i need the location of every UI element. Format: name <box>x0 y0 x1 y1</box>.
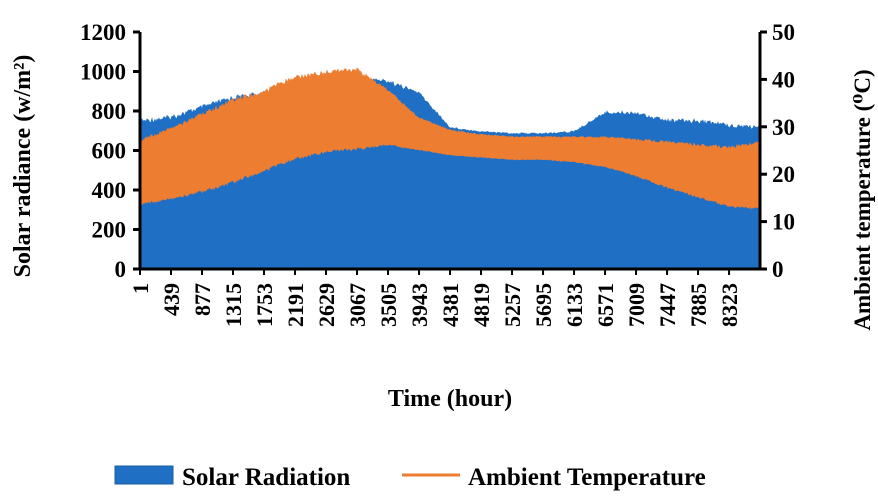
legend: Solar Radiation Ambient Temperature <box>114 464 706 491</box>
y-left-tick-label: 400 <box>92 178 127 203</box>
x-tick-label: 1753 <box>252 283 277 327</box>
y-left-axis-title: Solar radiance (w/m²) <box>10 55 36 278</box>
y-left-tick-label: 1000 <box>80 60 126 85</box>
x-tick-label: 3943 <box>407 283 432 327</box>
x-tick-label: 1 <box>128 283 153 294</box>
x-tick-label: 7447 <box>655 283 680 327</box>
x-tick-label: 877 <box>190 283 215 316</box>
x-tick-label: 7885 <box>686 283 711 327</box>
y-right-tick-label: 50 <box>772 20 795 45</box>
y-right-tick-label: 10 <box>772 210 795 235</box>
y-left-tick-label: 600 <box>92 139 127 164</box>
y-right-tick-label: 40 <box>772 67 795 92</box>
y-right-tick-label: 20 <box>772 162 795 187</box>
x-tick-label: 3505 <box>376 283 401 327</box>
x-tick-label: 6133 <box>562 283 587 327</box>
x-tick-label: 7009 <box>624 283 649 327</box>
y-left-tick-label: 800 <box>92 99 127 124</box>
legend-temp-label: Ambient Temperature <box>468 464 706 491</box>
x-tick-label: 4381 <box>438 283 463 327</box>
y-right-tick-label: 0 <box>772 257 784 282</box>
x-tick-label: 1315 <box>221 283 246 327</box>
x-tick-label: 2629 <box>314 283 339 327</box>
x-tick-label: 439 <box>159 283 184 316</box>
x-tick-label: 8323 <box>717 283 742 327</box>
x-tick-label: 5695 <box>531 283 556 327</box>
y-left-tick-label: 1200 <box>80 20 126 45</box>
legend-solar-swatch <box>114 465 174 485</box>
y-right-axis-title: Ambient temperature (⁰C) <box>850 69 875 330</box>
legend-solar-label: Solar Radiation <box>182 464 350 491</box>
plot-areas <box>139 67 761 270</box>
x-tick-label: 5257 <box>500 283 525 327</box>
x-tick-label: 4819 <box>469 283 494 327</box>
x-axis-title: Time (hour) <box>388 386 512 412</box>
y-right-tick-label: 30 <box>772 115 795 140</box>
x-tick-label: 2191 <box>283 283 308 327</box>
x-tick-label: 6571 <box>593 283 618 327</box>
x-ticks: 1 439 877 1315 1753 2191 2629 3067 3505 3943 4381 4… <box>128 269 742 327</box>
y-left-tick-label: 200 <box>92 218 127 243</box>
right-ticks: 0 10 20 30 40 50 <box>760 20 795 282</box>
left-ticks: 0 200 400 600 800 1000 1200 <box>80 20 140 282</box>
y-left-tick-label: 0 <box>115 257 127 282</box>
x-tick-label: 3067 <box>345 283 370 327</box>
